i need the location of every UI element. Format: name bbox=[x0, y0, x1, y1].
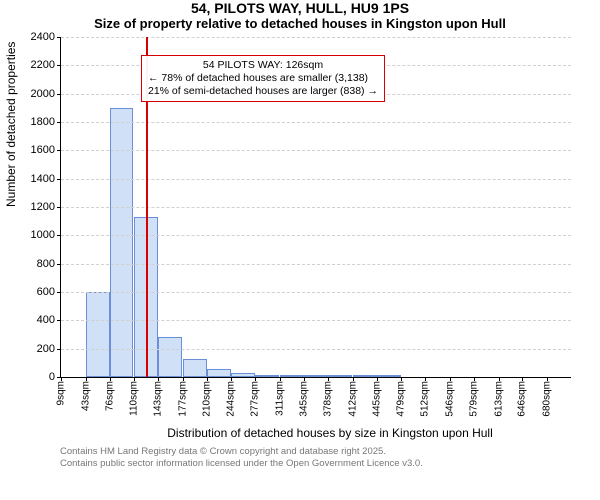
x-tick-label: 177sqm bbox=[177, 381, 188, 417]
y-tick-label: 1000 bbox=[31, 229, 55, 241]
x-tick-label: 345sqm bbox=[299, 381, 310, 417]
histogram-bar bbox=[304, 375, 328, 377]
y-tick-label: 2000 bbox=[31, 88, 55, 100]
x-tick-label: 110sqm bbox=[129, 381, 140, 416]
grid-line bbox=[61, 292, 571, 293]
x-tick-label: 512sqm bbox=[420, 381, 431, 417]
x-tick-label: 43sqm bbox=[80, 381, 91, 411]
y-tick bbox=[57, 94, 61, 95]
histogram-bar bbox=[353, 375, 377, 377]
histogram-bar bbox=[86, 292, 110, 377]
y-tick-label: 2200 bbox=[31, 59, 55, 71]
histogram-bar bbox=[158, 337, 182, 377]
x-tick-label: 579sqm bbox=[468, 381, 479, 417]
plot-area: Number of detached properties 0200400600… bbox=[60, 37, 571, 378]
histogram-bar bbox=[183, 359, 207, 377]
grid-line bbox=[61, 264, 571, 265]
callout-title: 54 PILOTS WAY: 126sqm bbox=[148, 59, 378, 72]
x-tick-label: 378sqm bbox=[323, 381, 334, 417]
grid-line bbox=[61, 235, 571, 236]
y-tick bbox=[57, 65, 61, 66]
y-tick bbox=[57, 235, 61, 236]
histogram-bar bbox=[328, 375, 352, 377]
y-tick-label: 2400 bbox=[31, 31, 55, 43]
y-tick bbox=[57, 207, 61, 208]
x-tick-label: 9sqm bbox=[56, 381, 67, 405]
x-axis-label: Distribution of detached houses by size … bbox=[60, 426, 600, 440]
x-tick-label: 412sqm bbox=[347, 381, 358, 417]
x-tick-label: 445sqm bbox=[371, 381, 382, 417]
y-tick bbox=[57, 179, 61, 180]
callout-line-b: 21% of semi-detached houses are larger (… bbox=[148, 85, 378, 98]
x-tick-label: 210sqm bbox=[201, 381, 212, 417]
x-tick-label: 680sqm bbox=[542, 381, 553, 417]
chart-title-block: 54, PILOTS WAY, HULL, HU9 1PS Size of pr… bbox=[0, 0, 600, 31]
histogram-bar bbox=[207, 369, 231, 378]
grid-line bbox=[61, 122, 571, 123]
grid-line bbox=[61, 320, 571, 321]
y-tick-label: 1400 bbox=[31, 173, 55, 185]
callout-line-a: ← 78% of detached houses are smaller (3,… bbox=[148, 72, 378, 85]
x-tick-label: 546sqm bbox=[445, 381, 456, 417]
y-tick bbox=[57, 122, 61, 123]
grid-line bbox=[61, 349, 571, 350]
x-tick-label: 646sqm bbox=[517, 381, 528, 417]
y-tick-label: 800 bbox=[37, 258, 55, 270]
x-tick-label: 244sqm bbox=[226, 381, 237, 417]
title-line-1: 54, PILOTS WAY, HULL, HU9 1PS bbox=[0, 0, 600, 16]
grid-line bbox=[61, 179, 571, 180]
x-tick-label: 479sqm bbox=[396, 381, 407, 417]
histogram-bar bbox=[255, 375, 279, 377]
y-tick bbox=[57, 320, 61, 321]
x-tick-label: 277sqm bbox=[250, 381, 261, 417]
y-tick bbox=[57, 150, 61, 151]
histogram-bar bbox=[377, 375, 401, 377]
histogram-bar bbox=[110, 108, 134, 377]
footer: Contains HM Land Registry data © Crown c… bbox=[60, 446, 600, 470]
y-tick bbox=[57, 292, 61, 293]
callout-box: 54 PILOTS WAY: 126sqm← 78% of detached h… bbox=[141, 55, 385, 102]
grid-line bbox=[61, 37, 571, 38]
y-tick bbox=[57, 264, 61, 265]
y-tick-label: 1200 bbox=[31, 201, 55, 213]
y-axis-label: Number of detached properties bbox=[4, 42, 18, 207]
footer-line-1: Contains HM Land Registry data © Crown c… bbox=[60, 446, 600, 458]
histogram-bar bbox=[231, 373, 255, 377]
grid-line bbox=[61, 207, 571, 208]
y-tick bbox=[57, 37, 61, 38]
x-tick-label: 143sqm bbox=[153, 381, 164, 417]
y-tick-label: 200 bbox=[37, 343, 55, 355]
x-tick-label: 311sqm bbox=[274, 381, 285, 416]
y-tick-label: 600 bbox=[37, 286, 55, 298]
footer-line-2: Contains public sector information licen… bbox=[60, 458, 600, 470]
x-tick-label: 76sqm bbox=[104, 381, 115, 411]
y-tick-label: 1800 bbox=[31, 116, 55, 128]
title-line-2: Size of property relative to detached ho… bbox=[0, 16, 600, 31]
y-tick-label: 400 bbox=[37, 314, 55, 326]
grid-line bbox=[61, 150, 571, 151]
chart-container: Number of detached properties 0200400600… bbox=[60, 37, 600, 440]
histogram-bar bbox=[280, 375, 304, 377]
y-tick-label: 1600 bbox=[31, 144, 55, 156]
y-tick-label: 0 bbox=[49, 371, 55, 383]
y-tick bbox=[57, 349, 61, 350]
x-tick-label: 613sqm bbox=[493, 381, 504, 417]
